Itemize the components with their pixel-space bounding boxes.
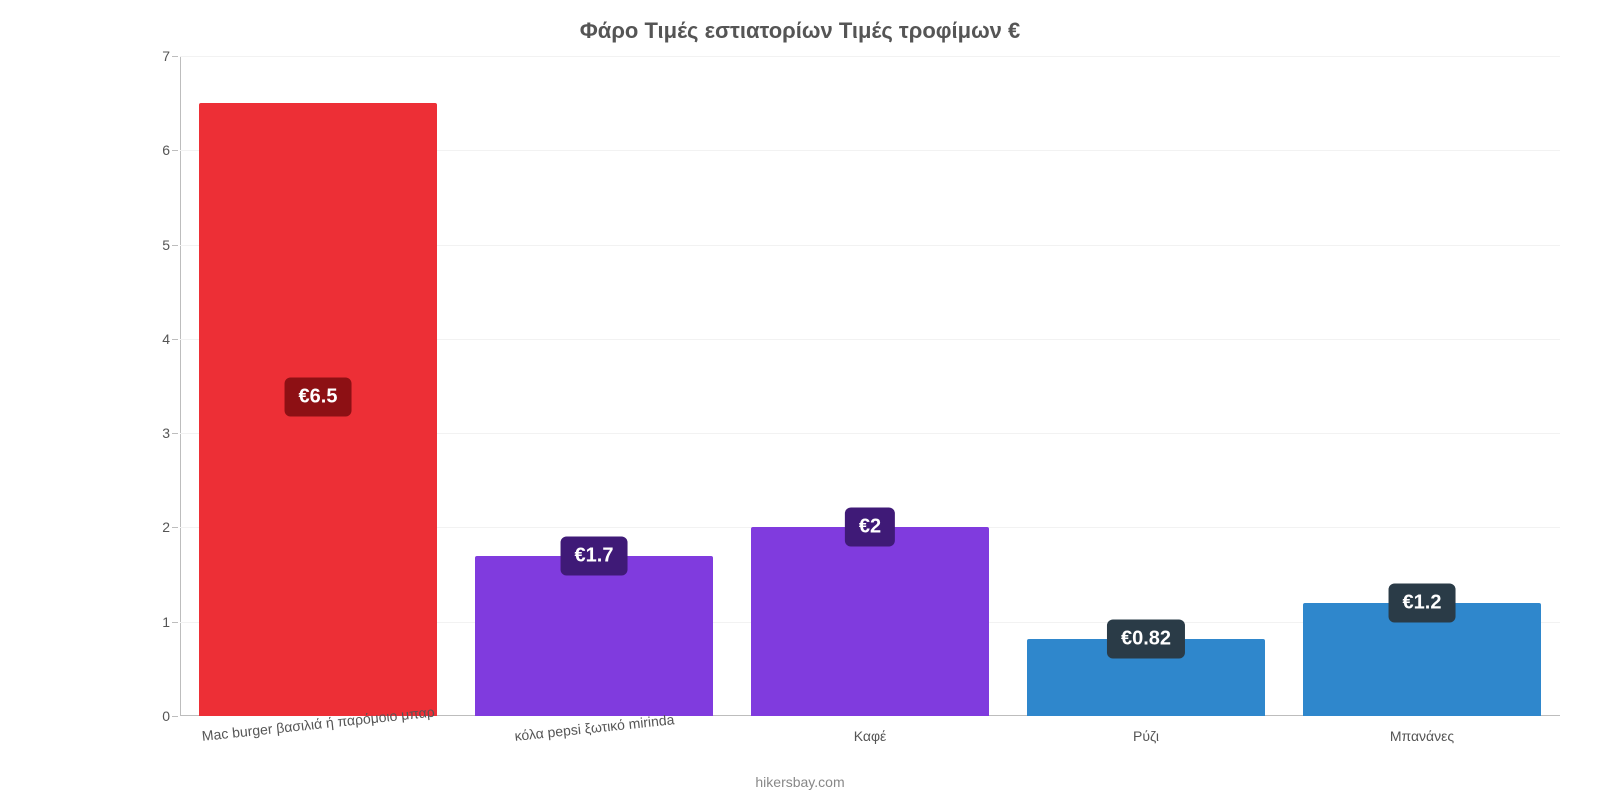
value-badge: €0.82 xyxy=(1107,619,1185,658)
y-tick-label: 5 xyxy=(162,237,170,253)
bar xyxy=(475,556,712,716)
y-tick-label: 4 xyxy=(162,331,170,347)
value-badge: €1.7 xyxy=(561,536,628,575)
y-tick-label: 1 xyxy=(162,614,170,630)
y-tick-label: 6 xyxy=(162,142,170,158)
plot-area: €6.5 €1.7 €2 €0.82 €1.2 xyxy=(180,56,1560,716)
value-badge: €1.2 xyxy=(1389,583,1456,622)
y-axis-line xyxy=(180,56,181,716)
x-tick-label: Καφέ xyxy=(854,728,887,744)
chart-title: Φάρο Τιμές εστιατορίων Τιμές τροφίμων € xyxy=(0,18,1600,44)
attribution-text: hikersbay.com xyxy=(0,774,1600,790)
y-tick xyxy=(172,622,178,623)
bar xyxy=(751,527,988,716)
value-badge: €2 xyxy=(845,508,895,547)
x-tick-label: Μπανάνες xyxy=(1390,728,1454,744)
y-tick-label: 3 xyxy=(162,425,170,441)
x-tick-label: κόλα pepsi ξωτικό mirinda xyxy=(514,711,675,744)
y-tick xyxy=(172,150,178,151)
y-tick xyxy=(172,56,178,57)
y-tick xyxy=(172,245,178,246)
y-tick xyxy=(172,339,178,340)
y-tick-label: 0 xyxy=(162,708,170,724)
gridline xyxy=(180,56,1560,57)
x-tick-label: Ρύζι xyxy=(1133,728,1159,744)
value-badge: €6.5 xyxy=(285,378,352,417)
y-tick xyxy=(172,433,178,434)
y-tick-label: 2 xyxy=(162,519,170,535)
y-tick xyxy=(172,527,178,528)
y-tick-label: 7 xyxy=(162,48,170,64)
y-tick xyxy=(172,716,178,717)
chart-container: Φάρο Τιμές εστιατορίων Τιμές τροφίμων € … xyxy=(0,0,1600,800)
